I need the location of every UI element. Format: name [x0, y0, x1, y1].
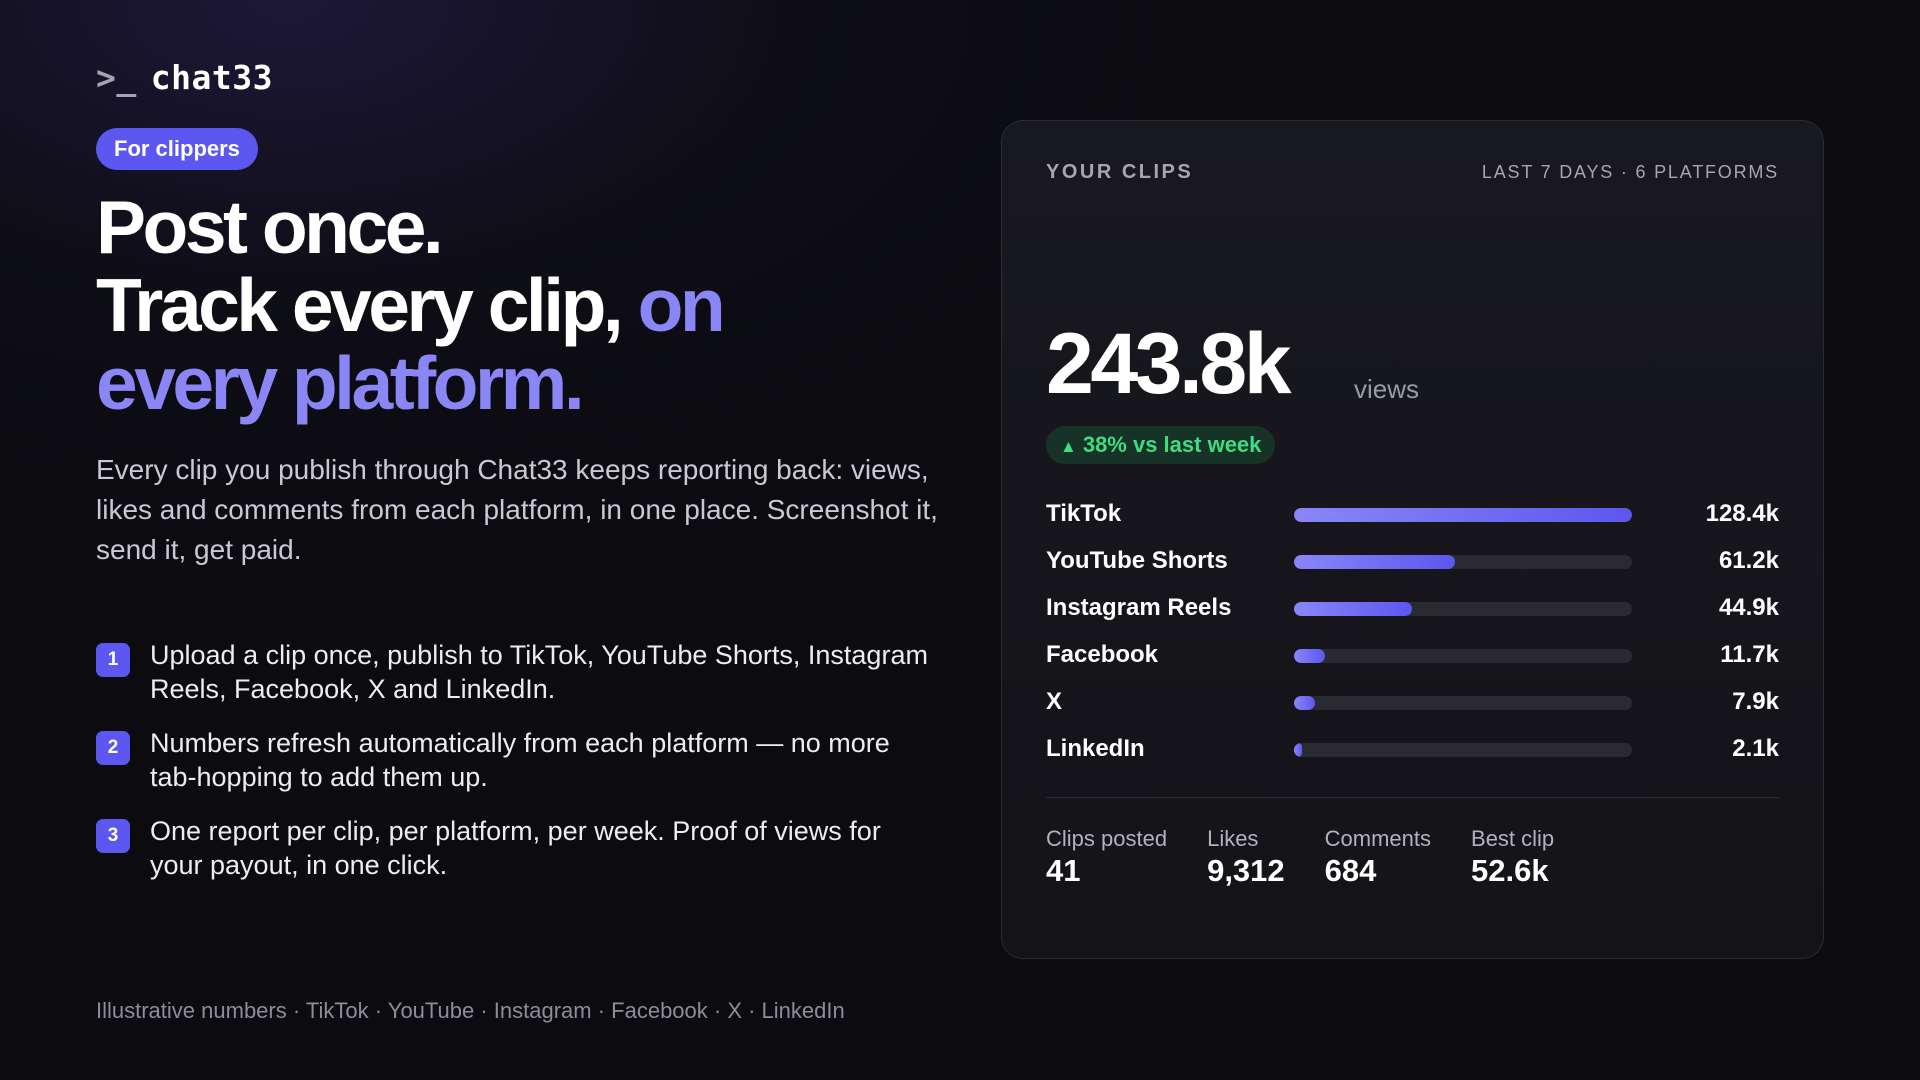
platform-name: X — [1046, 688, 1063, 715]
platform-name: LinkedIn — [1046, 735, 1145, 762]
platform-views: 11.7k — [1720, 641, 1779, 668]
platform-views: 2.1k — [1732, 735, 1779, 762]
step-text: Upload a clip once, publish to TikTok, Y… — [150, 640, 928, 704]
platform-name: YouTube Shorts — [1046, 547, 1228, 574]
platform-bar-fill — [1294, 555, 1456, 569]
triangle-up-icon: ▲ — [1060, 437, 1077, 456]
stat-clips-posted: Clips posted 41 — [1046, 825, 1167, 889]
platform-views: 61.2k — [1718, 547, 1779, 574]
step-item: 3 One report per clip, per platform, per… — [96, 814, 936, 882]
headline-line-1: Post once. — [96, 185, 444, 269]
step-number-badge: 2 — [96, 731, 130, 765]
stat-value: 52.6k — [1471, 853, 1549, 888]
step-item: 2 Numbers refresh automatically from eac… — [96, 726, 936, 794]
footer-note: Illustrative numbers · TikTok · YouTube … — [96, 998, 845, 1023]
stat-value: 684 — [1324, 853, 1377, 888]
platform-row: Facebook 11.7k — [1046, 637, 1779, 684]
total-views-unit: views — [1354, 374, 1420, 404]
platform-bar-fill — [1294, 649, 1325, 663]
brand-name: chat33 — [150, 58, 273, 97]
headline-line-3-accent: every platform. — [96, 341, 585, 425]
platform-views: 7.9k — [1732, 688, 1779, 715]
steps-list: 1 Upload a clip once, publish to TikTok,… — [96, 638, 936, 902]
stat-label: Best clip — [1471, 826, 1555, 851]
platform-bar-fill — [1294, 602, 1413, 616]
platform-views: 44.9k — [1718, 594, 1779, 621]
audience-badge: For clippers — [96, 128, 258, 170]
step-number-badge: 3 — [96, 819, 130, 853]
platform-row: X 7.9k — [1046, 684, 1779, 731]
platform-bar-track — [1294, 555, 1632, 569]
growth-text: 38% vs last week — [1082, 432, 1262, 457]
stat-label: Comments — [1324, 826, 1432, 851]
platform-bar-fill — [1294, 508, 1632, 522]
headline-line-2: Track every clip, — [96, 263, 624, 347]
platform-bar-track — [1294, 602, 1632, 616]
card-title: YOUR CLIPS — [1046, 161, 1194, 183]
platform-bar-track — [1294, 508, 1632, 522]
date-range-label: LAST 7 DAYS · 6 PLATFORMS — [1481, 162, 1779, 182]
step-number-badge: 1 — [96, 643, 130, 677]
platform-bar-fill — [1294, 696, 1315, 710]
headline-line-2-accent: on — [637, 263, 726, 347]
platform-name: Facebook — [1046, 641, 1159, 668]
step-item: 1 Upload a clip once, publish to TikTok,… — [96, 638, 936, 706]
platform-breakdown: TikTok 128.4k YouTube Shorts 61.2k Insta… — [1046, 496, 1779, 778]
stat-label: Clips posted — [1046, 826, 1168, 851]
stat-likes: Likes 9,312 — [1207, 825, 1285, 889]
stat-value: 9,312 — [1207, 853, 1285, 888]
platform-views: 128.4k — [1705, 500, 1779, 527]
stat-label: Likes — [1207, 826, 1259, 851]
step-text: One report per clip, per platform, per w… — [150, 816, 881, 880]
card-divider — [1046, 797, 1779, 798]
platform-name: Instagram Reels — [1046, 594, 1232, 621]
stat-comments: Comments 684 — [1325, 825, 1431, 889]
platform-row: LinkedIn 2.1k — [1046, 731, 1779, 778]
growth-badge: ▲ 38% vs last week — [1046, 426, 1276, 464]
platform-row: Instagram Reels 44.9k — [1046, 590, 1779, 637]
terminal-prompt-icon: >_ — [96, 58, 137, 97]
platform-bar-track — [1294, 743, 1632, 757]
stat-value: 41 — [1046, 853, 1081, 888]
platform-bar-track — [1294, 696, 1632, 710]
stat-best-clip: Best clip 52.6k — [1471, 825, 1554, 889]
card-header: YOUR CLIPS LAST 7 DAYS · 6 PLATFORMS — [1046, 161, 1779, 184]
step-text: Numbers refresh automatically from each … — [150, 728, 890, 792]
platform-row: TikTok 128.4k — [1046, 496, 1779, 543]
brand-logo: >_ chat33 — [96, 58, 273, 97]
platform-bar-fill — [1294, 743, 1303, 757]
intro-paragraph: Every clip you publish through Chat33 ke… — [96, 454, 938, 565]
platform-bar-track — [1294, 649, 1632, 663]
headline: Post once. Track every clip, on every pl… — [96, 185, 726, 425]
summary-stats: Clips posted 41 Likes 9,312 Comments 684… — [1046, 825, 1594, 889]
platform-name: TikTok — [1046, 500, 1122, 527]
total-views: 243.8k — [1046, 316, 1292, 412]
clip-stats-card: YOUR CLIPS LAST 7 DAYS · 6 PLATFORMS 243… — [1001, 120, 1824, 959]
platform-row: YouTube Shorts 61.2k — [1046, 543, 1779, 590]
